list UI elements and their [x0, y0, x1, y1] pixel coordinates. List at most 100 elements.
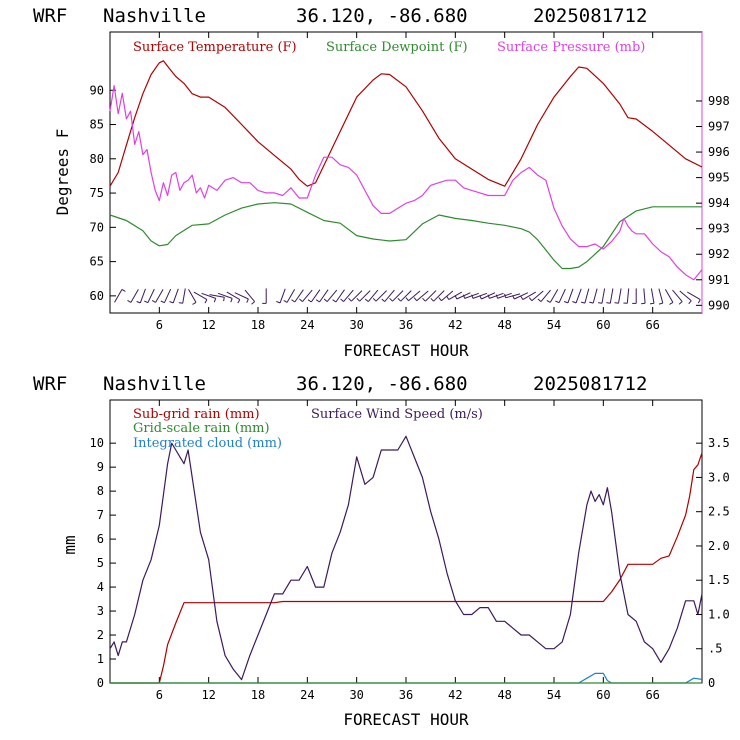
wind-barb	[479, 292, 496, 300]
y2-tick-label: 3.0	[708, 470, 730, 484]
header-station-2: Nashville	[103, 373, 206, 395]
wind-barb	[495, 292, 512, 299]
wind-barb	[217, 292, 233, 303]
y-tick-label: 65	[90, 255, 104, 269]
legend-subgrid-rain: Sub-grid rain (mm)	[133, 407, 260, 422]
y2-tick-label: 990	[708, 298, 730, 312]
top-plot-frame	[109, 31, 703, 314]
wind-barb	[307, 289, 321, 303]
series-line-surface-wind-speed-m-s	[109, 435, 703, 681]
bottom-legend: Sub-grid rain (mm) Surface Wind Speed (m…	[133, 407, 483, 451]
y-tick-label: 6	[97, 532, 104, 546]
y-tick-label: 75	[90, 186, 104, 200]
wind-barb	[528, 290, 544, 302]
series-line-sub-grid-rain-mm	[110, 452, 703, 684]
y-tick-label: 60	[90, 289, 104, 303]
y-tick-label: 70	[90, 220, 104, 234]
wind-barb	[151, 289, 164, 303]
x-tick-label: 36	[399, 688, 413, 702]
wind-barb	[193, 291, 208, 304]
x-tick-label: 54	[547, 688, 561, 702]
wind-barb	[114, 288, 126, 303]
wind-barb	[623, 288, 630, 304]
wind-barb	[389, 290, 404, 302]
bottom-y-axis-label: mm	[60, 535, 79, 554]
wind-barb	[178, 288, 186, 304]
wind-barb	[340, 289, 354, 302]
wind-barb	[127, 289, 139, 303]
y2-tick-label: 997	[708, 120, 730, 134]
wind-barb	[632, 288, 637, 304]
wind-barb	[687, 291, 701, 304]
header-station: Nashville	[103, 5, 206, 27]
series-line-integrated-cloud-mm	[110, 672, 703, 684]
series-line-surface-temperature-f	[109, 60, 703, 187]
header-model: WRF	[33, 5, 67, 27]
wind-barb	[512, 292, 529, 300]
x-tick-label: 42	[448, 688, 462, 702]
wind-barb	[430, 290, 445, 302]
wind-barb	[413, 290, 429, 302]
wind-barb	[672, 289, 683, 305]
bottom-x-axis-label: FORECAST HOUR	[343, 710, 469, 729]
y2-tick-label: 996	[708, 145, 730, 159]
wind-barb	[348, 290, 363, 302]
wind-barb	[209, 294, 225, 302]
legend-dewpoint: Surface Dewpoint (F)	[326, 40, 468, 55]
wind-barb	[649, 288, 655, 305]
x-tick-label: 60	[596, 318, 610, 332]
bottom-panel-header: WRF Nashville 36.120, -86.680 2025081712	[33, 373, 647, 395]
wind-barb	[356, 290, 371, 302]
wind-barb	[169, 288, 179, 304]
y-tick-label: 7	[97, 508, 104, 522]
wind-barb	[405, 290, 421, 302]
wind-barb	[276, 288, 286, 304]
x-tick-label: 12	[201, 688, 215, 702]
x-tick-label: 48	[497, 688, 511, 702]
y-tick-label: 85	[90, 118, 104, 132]
x-tick-label: 30	[349, 688, 363, 702]
wind-barb	[679, 290, 692, 305]
y2-tick-label: 1.0	[708, 607, 730, 621]
y2-tick-label: 995	[708, 171, 730, 185]
legend-pressure: Surface Pressure (mb)	[497, 40, 645, 55]
header-model-2: WRF	[33, 373, 67, 395]
series-line-surface-pressure-mb	[109, 84, 703, 281]
y-tick-label: 1	[97, 652, 104, 666]
wind-barb	[438, 290, 454, 302]
top-x-axis-label: FORECAST HOUR	[343, 341, 469, 360]
wind-barb	[332, 289, 345, 303]
x-tick-label: 18	[251, 318, 265, 332]
wind-barb	[580, 288, 590, 304]
y-tick-label: 8	[97, 484, 104, 498]
x-tick-label: 36	[399, 318, 413, 332]
y-tick-label: 5	[97, 556, 104, 570]
y2-tick-label: 994	[708, 196, 730, 210]
wind-barb	[364, 289, 379, 302]
bottom-series	[109, 435, 703, 684]
wind-barb	[244, 289, 255, 305]
wind-barb	[372, 290, 387, 302]
x-tick-label: 6	[156, 688, 163, 702]
y-tick-label: 90	[90, 83, 104, 97]
y2-tick-label: 1.5	[708, 573, 730, 587]
wind-barb	[201, 292, 217, 303]
series-line-surface-dewpoint-f	[109, 202, 702, 270]
x-tick-label: 66	[645, 318, 659, 332]
y2-tick-label: 993	[708, 222, 730, 236]
x-tick-label: 6	[156, 318, 163, 332]
wind-barb	[136, 288, 146, 304]
header-run-2: 2025081712	[533, 373, 647, 395]
wind-barb	[234, 292, 249, 303]
wind-barb	[537, 289, 551, 302]
wind-barb	[614, 288, 622, 304]
wind-barb	[323, 289, 338, 302]
header-coords: 36.120, -86.680	[296, 5, 468, 27]
header-run: 2025081712	[533, 5, 647, 27]
top-y-axis-label: Degrees F	[53, 129, 72, 216]
wind-barb	[664, 289, 674, 305]
bottom-y2-ticks: 0 .5 1.0 1.5 2.0 2.5 3.0 3.5	[696, 436, 730, 690]
wind-barb	[546, 289, 559, 303]
x-tick-label: 42	[448, 318, 462, 332]
